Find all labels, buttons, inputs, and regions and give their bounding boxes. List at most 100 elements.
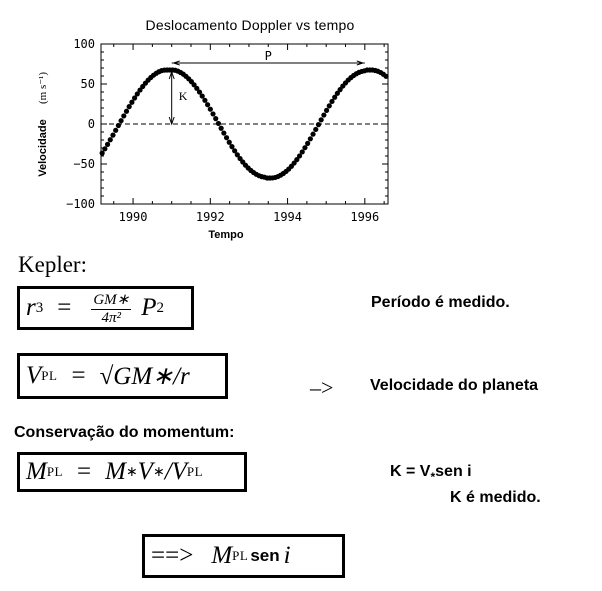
data-point xyxy=(310,131,316,137)
eq-m-symbol: M xyxy=(26,458,47,485)
chart-plot: 100 50 0 −50 −100 1990 1992 1994 1996 Tempo Veloci… xyxy=(37,37,389,241)
equals-sign: = xyxy=(71,362,86,389)
data-point xyxy=(234,152,240,158)
data-point xyxy=(383,73,389,79)
fraction-denominator: 4π² xyxy=(101,309,122,326)
eq-p-symbol: P xyxy=(141,294,157,321)
data-point xyxy=(104,141,111,147)
eq-r-symbol: r xyxy=(26,294,36,321)
arrowhead-left-icon xyxy=(172,60,180,66)
data-point xyxy=(326,103,332,109)
arrowhead-up-icon xyxy=(168,70,175,80)
k-eq-rhs: sen i xyxy=(435,463,472,480)
data-point xyxy=(132,95,138,101)
planet-velocity-note: Velocidade do planeta xyxy=(370,377,539,394)
arrowhead-down-icon xyxy=(168,116,175,126)
data-point xyxy=(199,93,205,99)
equals-sign: = xyxy=(57,294,72,321)
eq-mstar: M xyxy=(105,458,126,485)
data-point xyxy=(294,157,300,163)
data-point xyxy=(115,122,121,129)
data-point xyxy=(107,137,113,143)
data-point xyxy=(205,102,211,108)
data-point xyxy=(334,90,340,96)
velocity-equation-box: V PL = √GM∗/r xyxy=(17,353,228,399)
y-tick-label: −100 xyxy=(66,197,95,211)
data-point xyxy=(129,99,135,105)
eq-vpl-subscript: PL xyxy=(186,464,204,479)
y-tick-label: 100 xyxy=(73,37,95,51)
eq-vstar: V xyxy=(137,458,153,485)
data-point xyxy=(332,94,338,100)
data-point xyxy=(329,98,335,105)
eq-r-exponent: 3 xyxy=(35,299,44,316)
sqrt-expression: √GM∗/r xyxy=(99,363,190,390)
data-point xyxy=(191,82,197,88)
data-point xyxy=(134,91,140,97)
data-point xyxy=(218,125,224,131)
momentum-equation-box: M PL = M ∗ V ∗/V PL xyxy=(17,452,247,492)
chart-title: Deslocamento Doppler vs tempo xyxy=(145,17,355,33)
fraction: GM∗ 4π² xyxy=(91,290,132,327)
data-point xyxy=(221,130,227,136)
data-point xyxy=(296,153,303,159)
y-tick-label: −50 xyxy=(73,157,95,171)
data-point xyxy=(215,120,222,127)
data-point xyxy=(321,112,327,118)
k-measured-note: K é medido. xyxy=(450,489,541,506)
data-point xyxy=(313,126,319,133)
data-point xyxy=(318,117,324,123)
data-point xyxy=(223,135,230,141)
result-m-symbol: M xyxy=(211,542,233,569)
data-point xyxy=(102,146,108,152)
data-point xyxy=(210,111,216,117)
equals-sign: = xyxy=(77,458,92,485)
data-point xyxy=(118,118,124,124)
data-point xyxy=(121,113,127,119)
momentum-heading: Conservação do momentum: xyxy=(14,424,235,441)
data-point xyxy=(126,104,132,110)
eq-v-subscript: PL xyxy=(41,368,58,383)
result-i: i xyxy=(283,542,291,569)
eq-m-subscript: PL xyxy=(46,464,63,479)
period-note: Período é medido. xyxy=(371,294,510,311)
k-equation: K = V*sen i xyxy=(390,463,472,484)
data-point xyxy=(194,85,200,91)
data-point xyxy=(213,116,219,122)
star-subscript: * xyxy=(430,470,436,484)
data-point xyxy=(337,87,343,93)
data-point xyxy=(202,97,208,103)
data-point xyxy=(299,149,305,155)
data-point xyxy=(302,145,308,151)
result-sen: sen xyxy=(250,546,280,565)
y-tick-label: 0 xyxy=(88,117,95,131)
arrowhead-right-icon xyxy=(356,60,365,66)
data-point xyxy=(323,107,330,113)
implies-arrow-icon: ==> xyxy=(151,542,194,569)
x-tick-label: 1996 xyxy=(350,210,379,224)
doppler-chart: Deslocamento Doppler vs tempo 100 50 0 −50 −… xyxy=(0,0,400,245)
y-axis-units: (m s⁻¹) xyxy=(37,72,49,104)
result-subscript: PL xyxy=(232,548,249,563)
eq-v-symbol: V xyxy=(26,362,42,389)
x-tick-label: 1992 xyxy=(196,210,225,224)
data-point xyxy=(207,106,213,112)
data-point xyxy=(307,136,313,142)
arrow-right-icon: –> xyxy=(310,375,334,400)
k-eq-lhs: K = V xyxy=(390,463,431,480)
data-point xyxy=(229,144,235,150)
star-subscript: ∗ xyxy=(125,464,138,480)
y-tick-label: 50 xyxy=(81,77,95,91)
eq-vpl: /V xyxy=(164,458,187,485)
data-point xyxy=(99,150,105,156)
x-axis-label: Tempo xyxy=(208,229,244,241)
kepler-heading: Kepler: xyxy=(18,252,87,277)
y-axis-label: Velocidade xyxy=(37,119,49,176)
x-tick-label: 1994 xyxy=(273,210,302,224)
period-label: P xyxy=(265,49,272,63)
fraction-numerator: GM∗ xyxy=(91,291,132,310)
data-point xyxy=(196,89,203,95)
data-point xyxy=(123,108,130,114)
x-tick-label: 1990 xyxy=(119,210,148,224)
